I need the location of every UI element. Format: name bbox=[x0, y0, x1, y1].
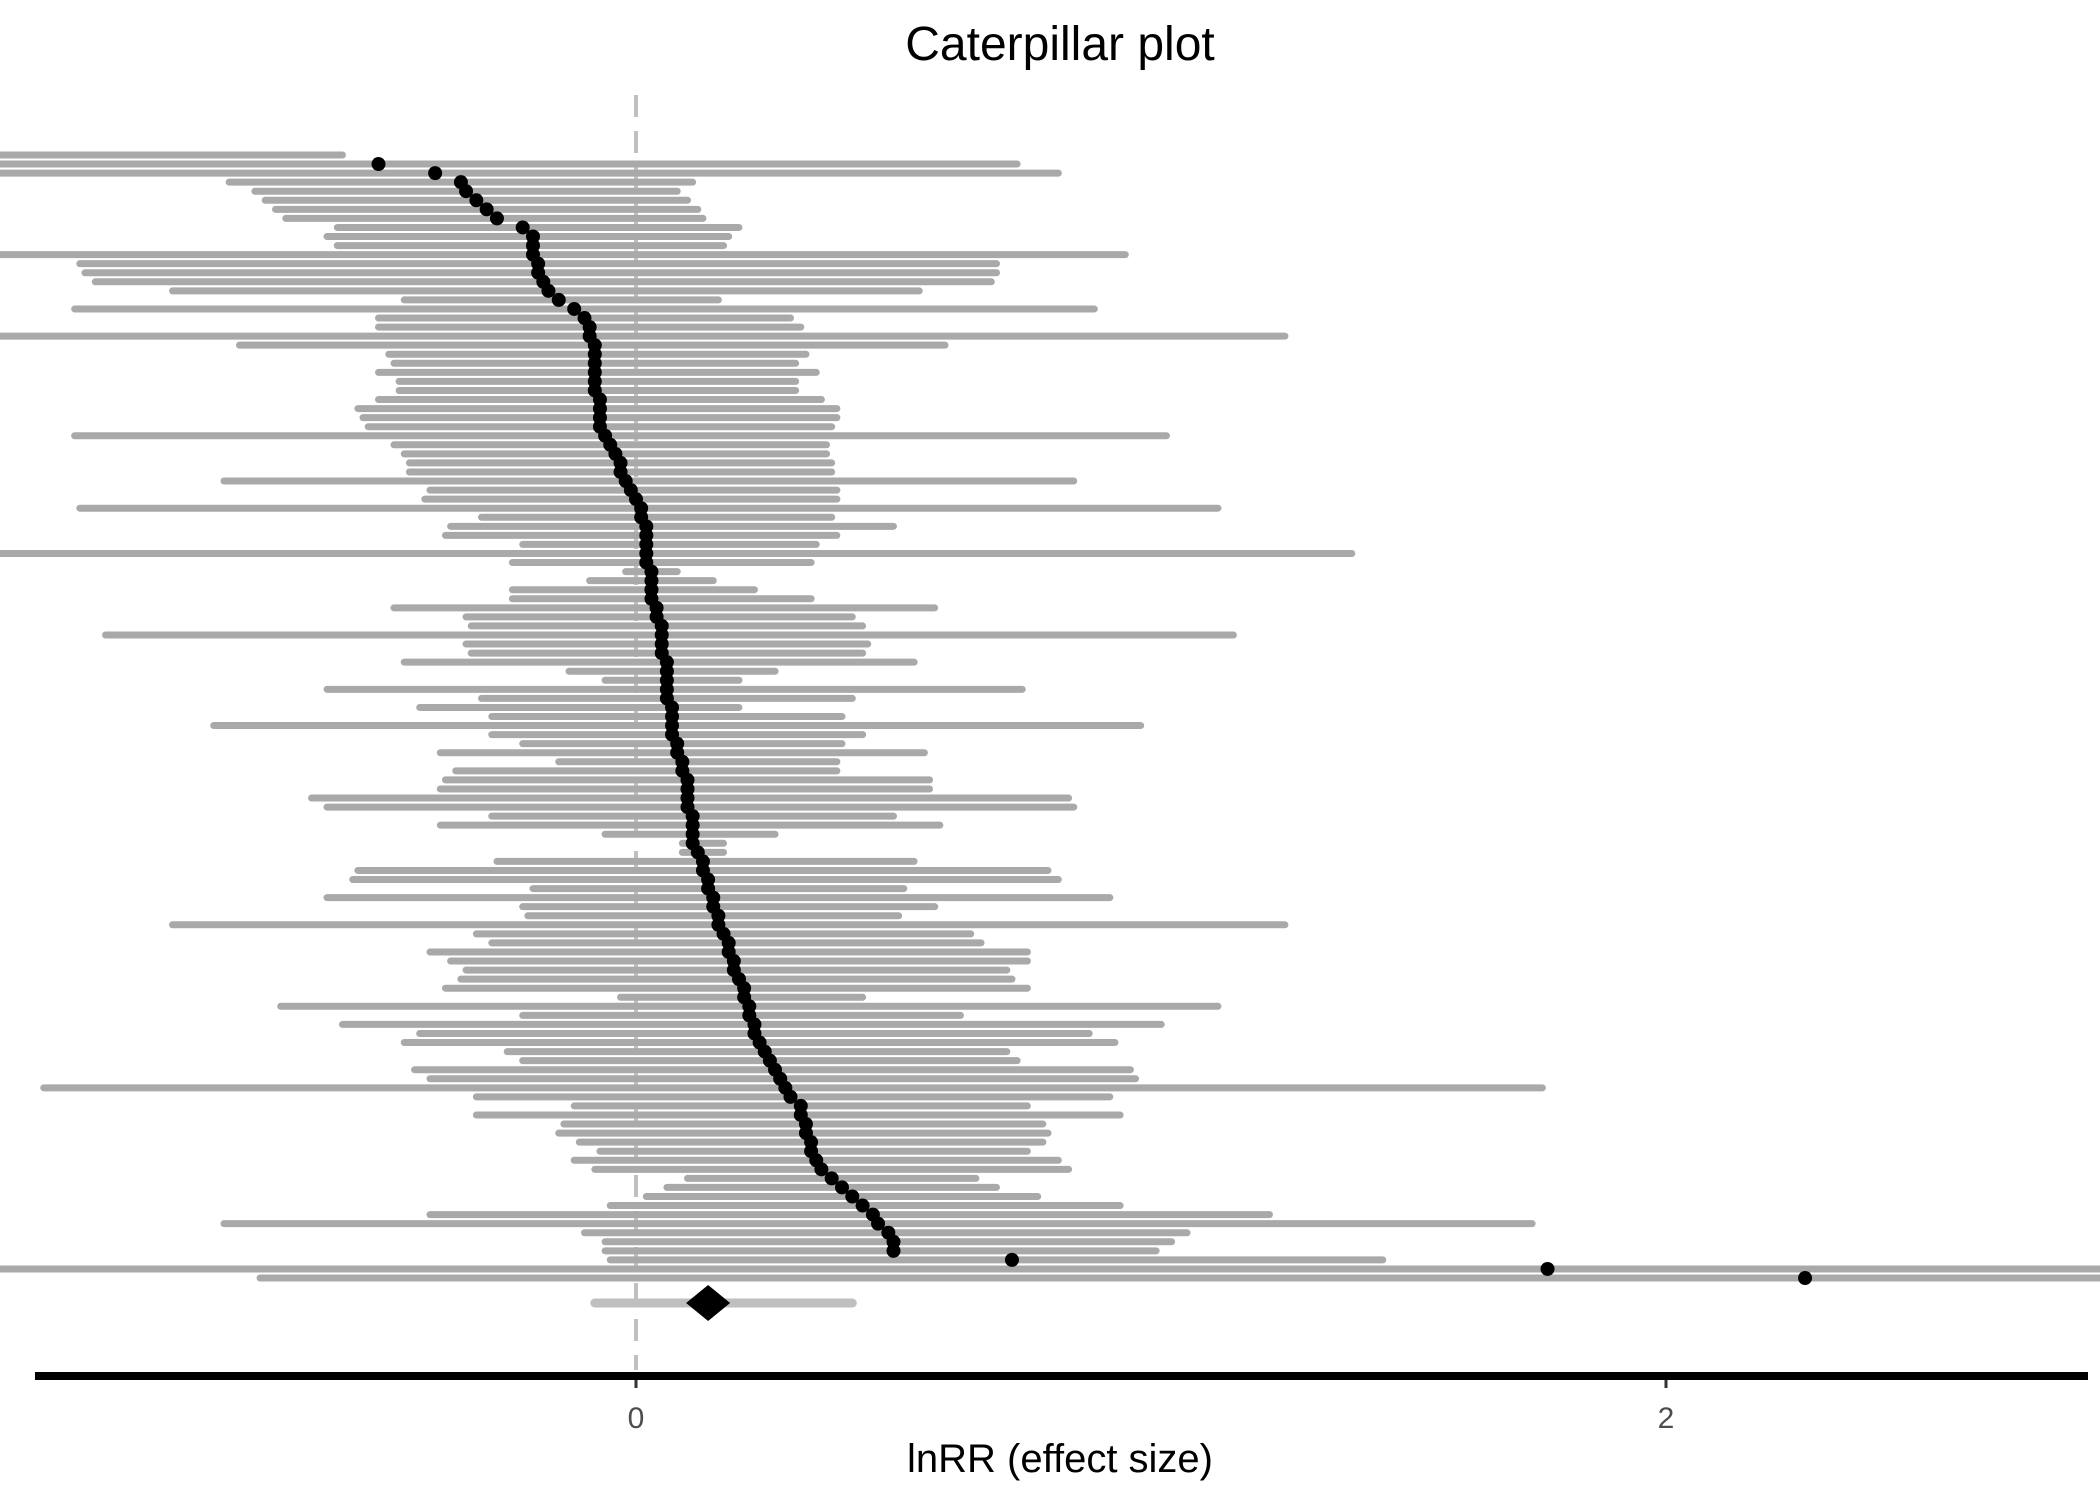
effect-point bbox=[515, 220, 530, 235]
effect-point bbox=[783, 1089, 798, 1104]
effect-point bbox=[551, 292, 566, 307]
effect-point bbox=[886, 1243, 901, 1258]
effect-point bbox=[371, 157, 386, 172]
effect-point bbox=[1540, 1261, 1555, 1276]
effect-point bbox=[1798, 1271, 1813, 1285]
x-tick-label: 0 bbox=[628, 1402, 645, 1435]
effect-point bbox=[855, 1198, 870, 1213]
effect-point bbox=[428, 166, 443, 181]
effect-point bbox=[1004, 1252, 1019, 1267]
effect-estimates bbox=[371, 157, 1813, 1285]
effect-point bbox=[835, 1180, 849, 1195]
effect-point bbox=[541, 283, 556, 298]
effect-point bbox=[824, 1171, 839, 1186]
effect-point bbox=[469, 193, 484, 208]
effect-point bbox=[845, 1189, 860, 1204]
effect-point bbox=[871, 1216, 886, 1231]
effect-point bbox=[459, 184, 474, 199]
x-tick-label: 2 bbox=[1658, 1402, 1675, 1435]
effect-point bbox=[814, 1162, 829, 1177]
effect-point bbox=[479, 202, 494, 217]
overall-estimate bbox=[590, 1285, 857, 1321]
x-axis-title: lnRR (effect size) bbox=[907, 1437, 1213, 1481]
effect-point bbox=[567, 301, 582, 316]
x-axis-ticks: -2024 bbox=[628, 1380, 1675, 1435]
chart-title: Caterpillar plot bbox=[905, 18, 1214, 71]
effect-point bbox=[489, 211, 504, 226]
overall-diamond bbox=[686, 1285, 731, 1321]
